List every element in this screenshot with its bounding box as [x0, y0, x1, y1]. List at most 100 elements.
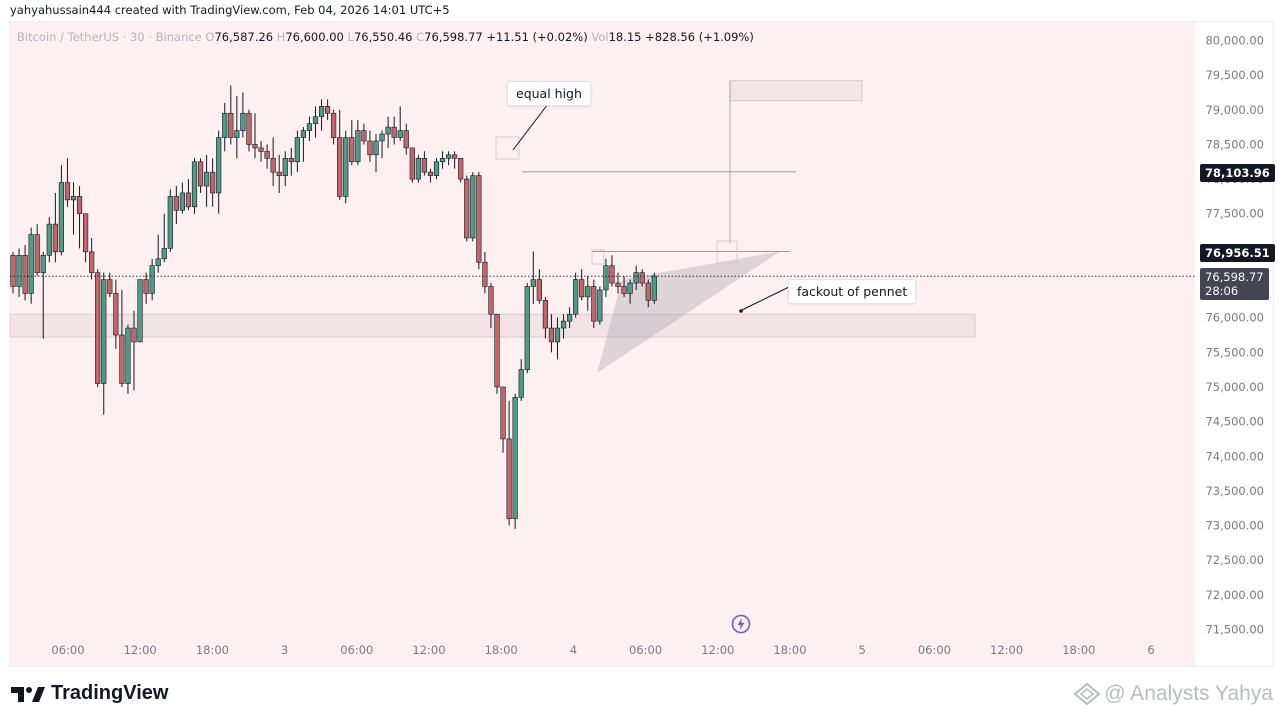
- candle-body: [367, 140, 373, 156]
- y-tick-label: 72,500.00: [1205, 553, 1264, 567]
- candle-body: [240, 112, 246, 131]
- candle-body: [264, 151, 270, 159]
- candle-body: [89, 251, 95, 273]
- x-tick-label: 18:00: [485, 643, 518, 657]
- annotation-fakeout[interactable]: fackout of pennet: [788, 279, 917, 304]
- candle-body: [349, 137, 355, 163]
- candle-body: [246, 112, 252, 145]
- candle-body: [591, 286, 597, 322]
- candle-body: [125, 327, 131, 384]
- tradingview-logo[interactable]: TradingView: [11, 682, 168, 705]
- candle-body: [621, 286, 627, 294]
- fakeout-point: [739, 309, 743, 313]
- x-tick-label: 06:00: [918, 643, 951, 657]
- x-tick-label: 06:00: [629, 643, 662, 657]
- candle-body: [403, 130, 409, 149]
- watermark-text: @ Analysts Yahya: [1104, 682, 1273, 705]
- legend-volume: 18.15: [608, 30, 642, 44]
- candle-body: [149, 265, 155, 294]
- candle-body: [524, 286, 530, 370]
- x-tick-label: 06:00: [340, 643, 373, 657]
- candle-body: [536, 279, 542, 301]
- legend-low-label: L: [347, 30, 354, 44]
- candle-body: [252, 144, 258, 149]
- candle-body: [645, 282, 651, 301]
- y-tick-label: 80,000.00: [1205, 34, 1264, 48]
- plot-background: [10, 22, 1195, 666]
- candle-body: [391, 126, 397, 138]
- candle-body: [397, 130, 403, 138]
- tradingview-brand: TradingView: [51, 682, 169, 704]
- candle-body: [324, 106, 331, 114]
- candle-body: [458, 158, 464, 180]
- legend-close-label: C: [416, 30, 425, 44]
- candle-body: [40, 255, 46, 273]
- diamond-logo-icon: [1074, 683, 1101, 705]
- x-tick-label: 6: [1147, 643, 1154, 657]
- legend-open: 76,587.26: [214, 30, 274, 44]
- candle-body: [331, 112, 337, 138]
- candle-body: [83, 213, 89, 253]
- candle-body: [373, 140, 379, 156]
- candle-body: [228, 112, 234, 138]
- candle-body: [597, 289, 603, 322]
- tradingview-logo-icon: [11, 686, 45, 702]
- candle-body: [101, 279, 107, 384]
- candle-body: [210, 171, 216, 194]
- x-tick-label: 12:00: [701, 643, 734, 657]
- legend-high: 76,600.00: [285, 30, 344, 44]
- attribution-text: yahyahussain444 created with TradingView…: [10, 3, 450, 17]
- candle-body: [579, 279, 585, 298]
- candle-body: [173, 196, 179, 211]
- candle-body: [76, 196, 83, 215]
- price-chart[interactable]: 80,000.0079,500.0079,000.0078,500.0078,0…: [10, 22, 1273, 666]
- candle-body: [22, 255, 28, 294]
- candle-body: [276, 171, 282, 176]
- ohlc-legend: Bitcoin / TetherUS · 30 · Binance O76,58…: [17, 30, 754, 44]
- candle-body: [95, 272, 101, 384]
- candle-body: [34, 234, 40, 273]
- x-tick-label: 18:00: [196, 643, 229, 657]
- candle-body: [16, 255, 22, 287]
- x-tick-label: 12:00: [412, 643, 445, 657]
- candle-body: [560, 320, 567, 329]
- support-zone: [10, 313, 976, 338]
- callout-line-equal-high: [512, 103, 549, 151]
- legend-low: 76,550.46: [353, 30, 413, 44]
- x-tick-label: 06:00: [51, 643, 84, 657]
- candle-body: [482, 261, 488, 287]
- y-tick-label: 77,500.00: [1205, 207, 1264, 221]
- candle-body: [355, 130, 361, 163]
- candle-body: [506, 438, 512, 519]
- x-tick-label: 18:00: [1062, 643, 1095, 657]
- y-tick-label: 79,500.00: [1205, 68, 1264, 82]
- candle-body: [609, 265, 615, 284]
- candle-body: [512, 397, 518, 519]
- candle-body: [627, 282, 633, 294]
- candle-body: [167, 196, 173, 249]
- candle-body: [361, 130, 367, 142]
- chart-pane[interactable]: 80,000.0079,500.0079,000.0078,500.0078,0…: [9, 21, 1274, 667]
- candle-body: [131, 327, 137, 343]
- candle-body: [300, 130, 307, 138]
- y-tick-label: 73,000.00: [1205, 519, 1264, 533]
- pennant-box-right: [716, 240, 738, 264]
- callout-line-fakeout: [741, 286, 790, 311]
- candle-body: [476, 175, 482, 263]
- candle-body: [615, 282, 621, 287]
- candle-body: [439, 158, 446, 163]
- candle-body: [52, 223, 58, 253]
- candle-body: [651, 275, 657, 301]
- candle-body: [470, 175, 476, 239]
- annotation-equal-high[interactable]: equal high: [507, 81, 591, 106]
- candle-body: [155, 258, 161, 267]
- x-tick-label: 12:00: [124, 643, 157, 657]
- candle-body: [415, 158, 421, 180]
- candle-body: [191, 161, 198, 208]
- x-tick-label: 5: [859, 643, 866, 657]
- candle-body: [222, 112, 228, 138]
- y-tick-label: 75,000.00: [1205, 380, 1264, 394]
- candle-body: [58, 182, 64, 253]
- y-tick-label: 76,000.00: [1205, 311, 1264, 325]
- lightning-icon[interactable]: [731, 614, 751, 634]
